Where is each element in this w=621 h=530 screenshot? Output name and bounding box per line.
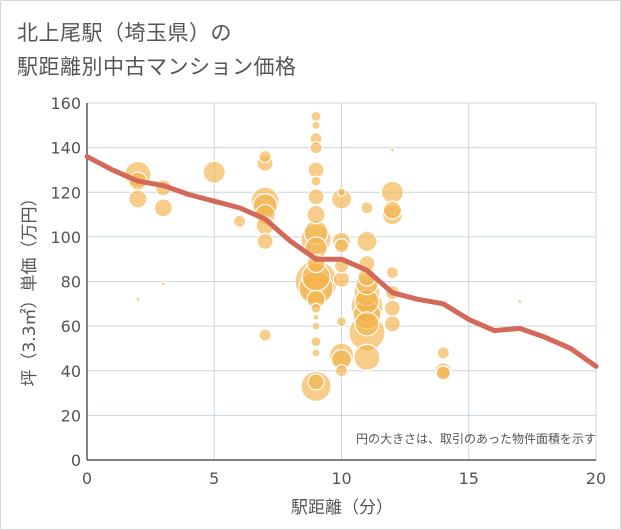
bubble-point [233,214,247,228]
bubble-point [160,281,166,287]
bubble-point [311,321,321,331]
y-tick-label: 0 [71,451,81,470]
bubble-point [258,149,272,164]
trend-line-series [84,154,599,369]
chart-title: 北上尾駅（埼玉県）の 駅距離別中古マンション価格 [17,16,297,84]
bubble-point [311,348,321,358]
tick-labels: 0 20 40 60 80 100 120 140 160 0 5 10 15 20 [50,94,606,488]
bubble-point [202,160,226,184]
x-tick-label: 20 [586,469,606,488]
bubble-size-note: 円の大きさは、取引のあった物件面積を示す [356,431,596,446]
x-tick-label: 10 [331,469,351,488]
axes [86,103,596,461]
chart-title-line-2: 駅距離別中古マンション価格 [17,55,297,79]
bubble-point [310,175,322,187]
bubble-point [306,204,326,225]
bubble-point [153,198,173,218]
y-tick-label: 20 [61,406,81,425]
bubble-point [436,346,450,360]
bubble-point [312,313,320,321]
bubble-point [336,187,347,197]
bubble-point [334,364,349,378]
y-tick-label: 140 [50,139,81,158]
average-price-line [84,154,599,369]
y-tick-label: 120 [50,183,81,202]
chart-title-line-1: 北上尾駅（埼玉県）の [17,21,232,45]
bubble-point [307,373,325,391]
bubble-point [353,343,381,371]
y-tick-label: 160 [50,94,81,113]
bubble-point [382,200,402,220]
bubble-point [258,328,272,342]
y-tick-label: 60 [61,317,81,336]
bubble-point [135,296,141,302]
bubble-series [124,110,523,402]
bubble-point [360,201,374,215]
bubble-point [333,238,350,254]
bubble-point [309,141,323,155]
y-tick-label: 40 [61,362,81,381]
x-tick-label: 15 [459,469,479,488]
bubble-point [332,270,351,288]
bubble-point [311,120,321,130]
bubble-point [354,311,380,337]
bubble-point [335,316,348,328]
bubble-point [435,365,451,381]
bubble-point [310,110,322,122]
bubble-point [383,299,401,317]
bubble-point [389,147,395,153]
x-tick-label: 5 [209,469,219,488]
bubble-point [356,230,378,252]
bubble-point [128,189,148,209]
x-tick-label: 0 [82,469,92,488]
y-tick-label: 100 [50,228,81,247]
x-axis-title: 駅距離（分） [291,498,393,518]
bubble-point [310,302,322,314]
bubble-point [517,298,523,305]
bubble-point [310,336,322,348]
bubble-point [383,315,401,333]
bubble-point [380,180,404,204]
y-axis-title: 坪（3.3㎡）単価（万円） [20,189,40,386]
bubble-point [385,265,399,280]
bubble-point [307,188,325,206]
y-tick-label: 80 [61,273,81,292]
bubble-point [256,232,274,250]
